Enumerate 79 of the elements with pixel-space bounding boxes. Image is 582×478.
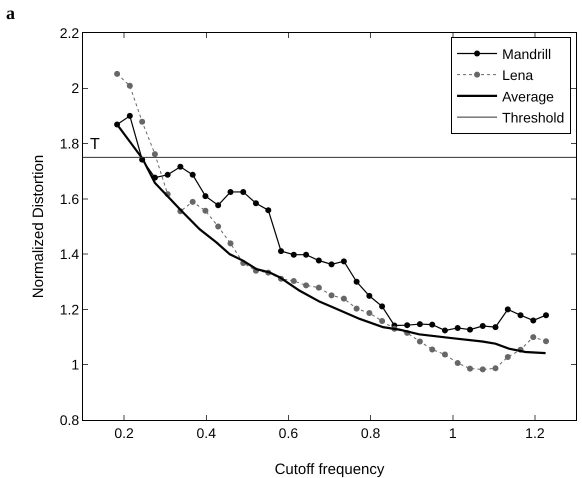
point	[215, 224, 222, 230]
point	[480, 366, 486, 372]
legend-label: Threshold	[502, 110, 564, 126]
point	[454, 324, 461, 331]
y-tick-label: 1	[71, 356, 80, 373]
point	[454, 360, 461, 366]
point	[492, 324, 498, 330]
point	[340, 296, 347, 302]
point	[252, 200, 259, 206]
point	[290, 252, 297, 258]
legend-label: Average	[502, 88, 554, 104]
point	[416, 321, 423, 328]
y-tick-label: 1.2	[60, 301, 80, 318]
legend-label: Lena	[502, 67, 534, 84]
point	[303, 282, 310, 288]
y-tick-label: 1.6	[60, 190, 80, 207]
point	[354, 278, 360, 285]
point	[404, 322, 410, 328]
annotation: T	[90, 136, 100, 153]
point	[504, 306, 511, 312]
point	[543, 312, 550, 318]
point	[480, 323, 486, 330]
point	[126, 112, 133, 119]
point	[366, 292, 372, 299]
point	[227, 240, 234, 246]
point	[429, 322, 436, 328]
point	[190, 172, 196, 178]
point	[442, 351, 448, 358]
y-axis-title: Normalized Distortion	[30, 154, 47, 298]
point	[227, 188, 234, 195]
x-tick-label: 0.6	[278, 424, 298, 441]
x-tick-label: 1.2	[525, 424, 545, 441]
point	[467, 366, 474, 372]
point	[202, 193, 208, 200]
point	[379, 318, 386, 324]
x-tick-label: 0.4	[196, 424, 216, 441]
point	[265, 207, 272, 214]
x-tick-label: 1	[448, 424, 457, 441]
point	[139, 118, 146, 125]
point	[290, 278, 297, 284]
point	[530, 317, 536, 324]
y-tick-label: 1.8	[60, 135, 80, 152]
point	[316, 284, 322, 291]
point	[429, 346, 436, 353]
point	[366, 310, 372, 316]
point	[416, 338, 423, 344]
point	[354, 306, 360, 312]
point	[152, 151, 158, 158]
point	[379, 303, 386, 310]
point	[328, 261, 335, 268]
point	[492, 365, 498, 372]
point	[442, 327, 448, 334]
point	[518, 312, 524, 318]
y-tick-label: 2	[71, 80, 80, 96]
y-tick-label: 2.2	[60, 24, 80, 41]
y-tick-label: 0.8	[60, 412, 80, 428]
legend-label: Mandrill	[502, 46, 552, 62]
x-axis-title: Cutoff frequency	[274, 461, 385, 478]
x-tick-label: 0.2	[114, 424, 134, 441]
point	[202, 208, 208, 214]
point	[164, 172, 171, 178]
point	[303, 252, 310, 258]
point	[467, 326, 474, 333]
point	[278, 248, 284, 254]
point	[190, 198, 196, 205]
point	[126, 82, 133, 89]
point	[215, 202, 222, 208]
point	[177, 164, 184, 170]
point	[543, 338, 550, 344]
y-tick-label: 1.4	[60, 246, 80, 262]
text: a	[6, 3, 15, 23]
point	[530, 334, 536, 340]
point	[328, 292, 335, 298]
point	[340, 258, 347, 264]
point	[114, 70, 120, 77]
x-tick-label: 0.8	[360, 424, 381, 441]
point	[240, 188, 246, 195]
point	[504, 354, 511, 360]
point	[316, 258, 322, 264]
